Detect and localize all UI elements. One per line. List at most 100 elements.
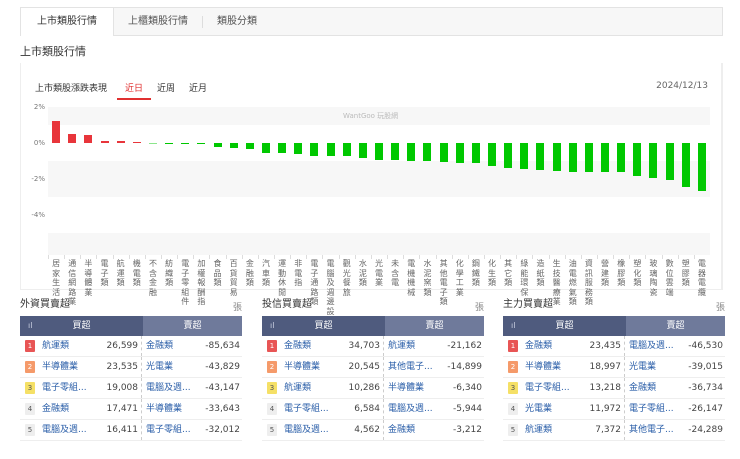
- x-tick-label: 數位雲端: [665, 259, 674, 297]
- bar[interactable]: [488, 143, 497, 167]
- bar[interactable]: [584, 143, 593, 173]
- x-tick-label: 化學工業: [455, 259, 464, 297]
- bar[interactable]: [504, 143, 513, 169]
- bar[interactable]: [165, 143, 174, 144]
- sell-sector-link[interactable]: 航運類: [388, 341, 416, 351]
- sell-sector-link[interactable]: 其他電子...: [629, 425, 674, 435]
- chart-icon[interactable]: ıl: [28, 321, 33, 330]
- bar[interactable]: [213, 143, 222, 147]
- sell-sector-link[interactable]: 光電業: [629, 362, 657, 372]
- buy-sector-link[interactable]: 半導體業: [525, 362, 562, 372]
- chart-icon[interactable]: ıl: [270, 321, 275, 330]
- bar[interactable]: [197, 143, 206, 145]
- buy-sector-link[interactable]: 電子零組...: [525, 383, 570, 393]
- x-tick: [338, 255, 340, 259]
- bar[interactable]: [665, 143, 674, 180]
- rank-badge: 2: [267, 361, 277, 373]
- sell-sector-link[interactable]: 金融類: [629, 383, 657, 393]
- bar[interactable]: [148, 143, 157, 144]
- bar[interactable]: [229, 143, 238, 149]
- buy-sector-link[interactable]: 航運類: [284, 383, 312, 393]
- x-tick: [596, 255, 598, 259]
- buy-value: 23,435: [585, 336, 625, 356]
- bar[interactable]: [245, 143, 254, 149]
- bar[interactable]: [407, 143, 416, 161]
- buy-sector-link[interactable]: 電腦及週...: [284, 425, 329, 435]
- table-header: ıl 買超 賣超: [262, 316, 484, 336]
- bar[interactable]: [342, 143, 351, 156]
- x-tick: [516, 255, 518, 259]
- buy-sector-link[interactable]: 半導體業: [42, 362, 79, 372]
- bar[interactable]: [697, 143, 706, 191]
- buy-sector-link[interactable]: 金融類: [525, 341, 553, 351]
- bar[interactable]: [633, 143, 642, 177]
- buy-sector-link[interactable]: 電腦及週...: [42, 425, 87, 435]
- bar[interactable]: [294, 143, 303, 155]
- bar[interactable]: [391, 143, 400, 161]
- sector-bar-chart: 2% 0% -2% -4% WantGoo 玩股網 居家生活 通信網路業 半導體業電…: [21, 103, 724, 316]
- range-daily[interactable]: 近日: [117, 81, 152, 100]
- bar[interactable]: [601, 143, 610, 173]
- sell-sector-link[interactable]: 金融類: [146, 341, 174, 351]
- buy-sector-link[interactable]: 航運類: [42, 341, 70, 351]
- x-tick: [354, 255, 356, 259]
- bar[interactable]: [261, 143, 270, 153]
- tab-listed-sectors[interactable]: 上市類股行情: [21, 7, 114, 36]
- bar[interactable]: [84, 134, 93, 143]
- bar[interactable]: [681, 143, 690, 188]
- sell-sector-link[interactable]: 半導體業: [146, 404, 183, 414]
- chart-icon[interactable]: ıl: [511, 321, 516, 330]
- bar[interactable]: [132, 141, 141, 143]
- bar[interactable]: [116, 141, 125, 143]
- bar[interactable]: [617, 143, 626, 173]
- bar[interactable]: [326, 143, 335, 156]
- bar[interactable]: [310, 143, 319, 156]
- x-tick-label: 電機機械: [407, 259, 416, 297]
- bar[interactable]: [520, 143, 529, 170]
- sell-sector-link[interactable]: 電子零組...: [629, 404, 674, 414]
- bar[interactable]: [181, 143, 190, 144]
- sell-sector-link[interactable]: 電腦及週...: [146, 383, 191, 393]
- bar[interactable]: [649, 143, 658, 179]
- range-monthly[interactable]: 近月: [189, 84, 208, 94]
- bar[interactable]: [423, 143, 432, 161]
- bar[interactable]: [100, 140, 109, 143]
- rank-badge: 2: [508, 361, 518, 373]
- bar[interactable]: [455, 143, 464, 163]
- bar[interactable]: [68, 134, 77, 143]
- bar[interactable]: [552, 143, 561, 171]
- sell-sector-link[interactable]: 半導體業: [388, 383, 425, 393]
- bar[interactable]: [278, 143, 287, 153]
- bar[interactable]: [568, 143, 577, 172]
- bar[interactable]: [375, 143, 383, 161]
- sell-sector-link[interactable]: 電腦及週...: [388, 404, 433, 414]
- tab-otc-sectors[interactable]: 上櫃類股行情: [128, 16, 188, 27]
- buy-sector-link[interactable]: 半導體業: [284, 362, 321, 372]
- sell-value: -24,289: [688, 425, 723, 435]
- sell-sector-link[interactable]: 其他電子...: [388, 362, 433, 372]
- grid-band: [48, 197, 710, 233]
- sell-sector-link[interactable]: 電子零組...: [146, 425, 191, 435]
- bar[interactable]: [439, 143, 448, 162]
- x-tick-label: 運動休閒: [278, 259, 287, 297]
- buy-sector-link[interactable]: 金融類: [284, 341, 312, 351]
- buy-value: 16,411: [102, 420, 142, 440]
- sell-sector-link[interactable]: 光電業: [146, 362, 174, 372]
- card-title: 上市類股漲跌表現: [35, 84, 108, 94]
- buy-sector-link[interactable]: 電子零組...: [42, 383, 87, 393]
- bar[interactable]: [471, 143, 480, 163]
- buy-sector-link[interactable]: 光電業: [525, 404, 553, 414]
- x-tick-label: 觀光餐旅: [342, 259, 351, 297]
- sell-sector-link[interactable]: 金融類: [388, 425, 416, 435]
- bar[interactable]: [536, 143, 545, 170]
- x-tick: [306, 255, 308, 259]
- tab-sector-classification[interactable]: 類股分類: [217, 16, 257, 27]
- buy-sector-link[interactable]: 金融類: [42, 404, 70, 414]
- bar[interactable]: [358, 143, 367, 158]
- bar[interactable]: [52, 121, 61, 143]
- range-weekly[interactable]: 近周: [157, 84, 176, 94]
- buy-sector-link[interactable]: 航運類: [525, 425, 553, 435]
- unit-label: 張: [232, 303, 242, 313]
- sell-sector-link[interactable]: 電腦及週...: [629, 341, 674, 351]
- buy-sector-link[interactable]: 電子零組...: [284, 404, 329, 414]
